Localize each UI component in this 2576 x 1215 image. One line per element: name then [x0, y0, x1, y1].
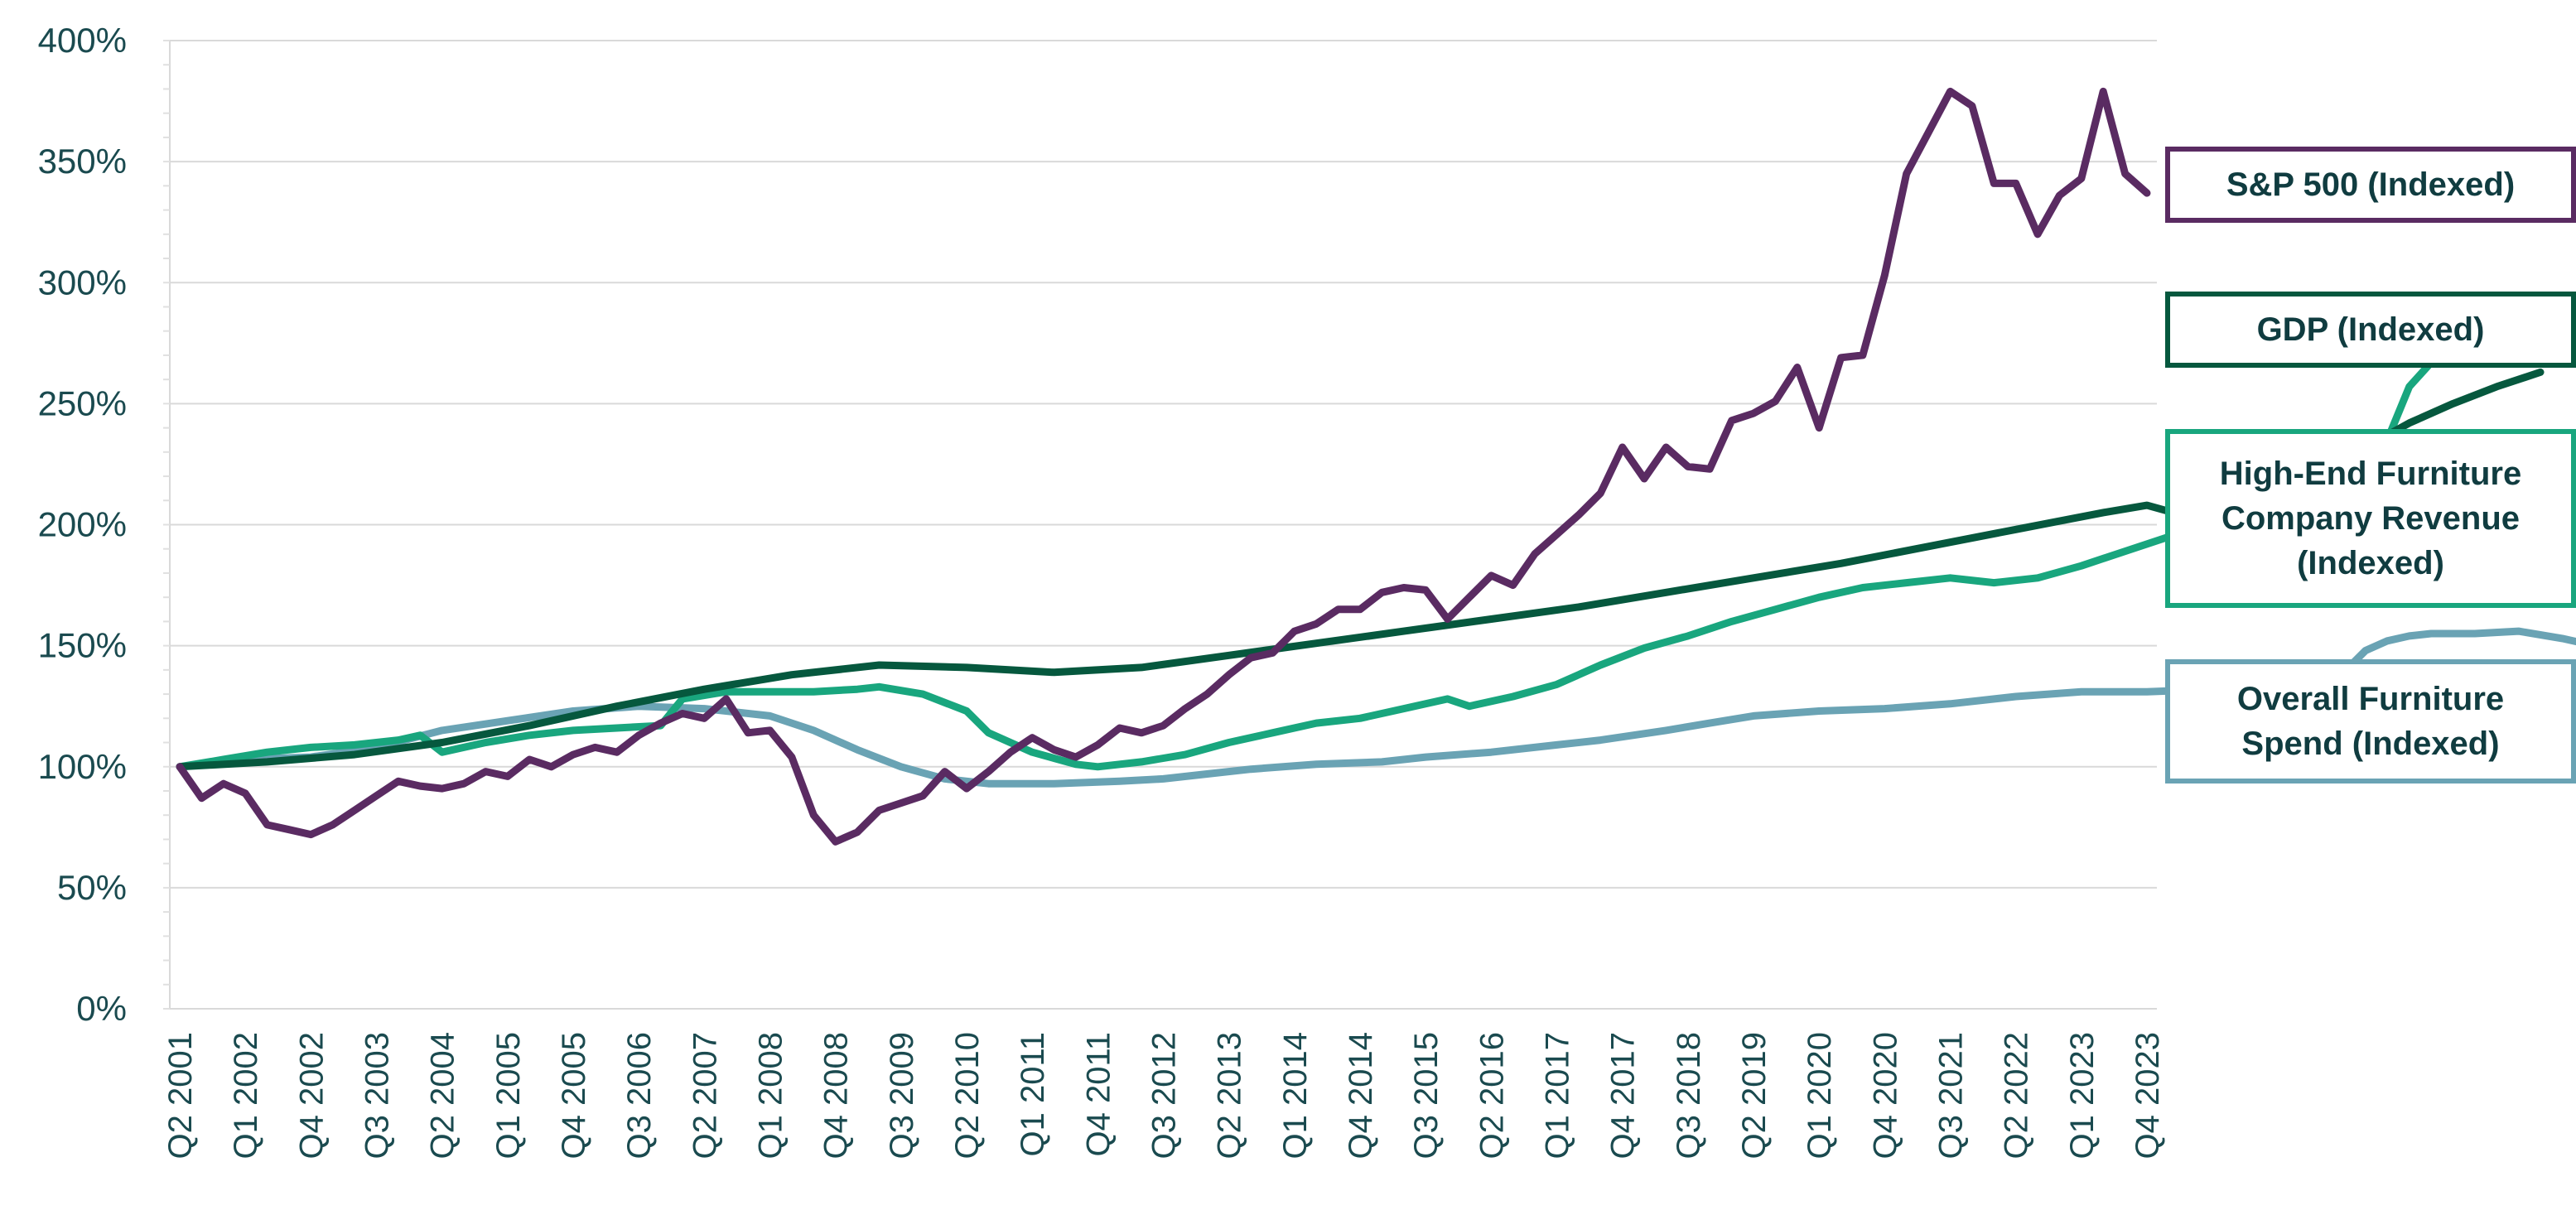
x-tick-label: Q2 2001 — [162, 1032, 199, 1159]
y-tick-label: 150% — [38, 626, 127, 665]
y-tick-label: 50% — [57, 868, 127, 907]
x-tick-label: Q3 2009 — [884, 1032, 920, 1159]
x-tick-label: Q4 2008 — [818, 1032, 855, 1159]
y-axis-ticks: 0% 50% 100% 150% 200% 250% 300% 350% 400% — [38, 21, 127, 1028]
x-tick-label: Q2 2016 — [1474, 1032, 1510, 1159]
x-tick-label: Q2 2022 — [1999, 1032, 2035, 1159]
y-tick-label: 350% — [38, 142, 127, 181]
y-tick-label: 100% — [38, 747, 127, 786]
x-tick-label: Q2 2019 — [1736, 1032, 1773, 1159]
x-tick-label: Q4 2005 — [556, 1032, 592, 1159]
x-tick-label: Q1 2002 — [228, 1032, 264, 1159]
x-axis-ticks: Q2 2001 Q1 2002 Q4 2002 Q3 2003 Q2 2004 Q1 20… — [162, 1032, 2166, 1159]
x-tick-label: Q1 2020 — [1802, 1032, 1838, 1159]
x-tick-label: Q2 2013 — [1212, 1032, 1248, 1159]
axes — [163, 40, 171, 1010]
x-tick-label: Q4 2023 — [2130, 1032, 2166, 1159]
y-tick-label: 0% — [76, 989, 127, 1028]
x-tick-label: Q3 2012 — [1146, 1032, 1183, 1159]
x-tick-label: Q3 2015 — [1408, 1032, 1445, 1159]
series-line-sp500 — [176, 87, 2151, 846]
legend-gdp: GDP (Indexed) — [2165, 292, 2576, 368]
x-tick-label: Q2 2007 — [687, 1032, 723, 1159]
x-tick-label: Q4 2014 — [1343, 1032, 1379, 1159]
gridlines — [170, 40, 2157, 1010]
x-tick-label: Q1 2017 — [1540, 1032, 1576, 1159]
x-tick-label: Q2 2004 — [425, 1032, 461, 1159]
legend-overall-furniture-spend: Overall Furniture Spend (Indexed) — [2165, 659, 2576, 783]
x-tick-label: Q1 2023 — [2064, 1032, 2101, 1159]
x-tick-label: Q4 2017 — [1605, 1032, 1642, 1159]
x-tick-label: Q2 2010 — [949, 1032, 986, 1159]
x-tick-label: Q1 2014 — [1277, 1032, 1314, 1159]
legend-sp500: S&P 500 (Indexed) — [2165, 147, 2576, 223]
x-tick-label: Q3 2006 — [621, 1032, 658, 1159]
y-tick-label: 400% — [38, 21, 127, 60]
x-tick-label: Q1 2011 — [1015, 1032, 1051, 1157]
x-tick-label: Q1 2005 — [490, 1032, 527, 1159]
x-tick-label: Q1 2008 — [753, 1032, 789, 1159]
y-tick-label: 300% — [38, 263, 127, 301]
y-tick-label: 200% — [38, 505, 127, 544]
x-tick-label: Q4 2020 — [1867, 1032, 1903, 1159]
y-tick-label: 250% — [38, 383, 127, 422]
x-tick-label: Q3 2018 — [1671, 1032, 1707, 1159]
legend-high-end-furniture-revenue: High-End Furniture Company Revenue (Inde… — [2165, 429, 2576, 608]
x-tick-label: Q4 2011 — [1080, 1032, 1117, 1157]
x-tick-label: Q3 2003 — [359, 1032, 396, 1159]
x-tick-label: Q4 2002 — [293, 1032, 330, 1159]
x-tick-label: Q3 2021 — [1933, 1032, 1970, 1159]
